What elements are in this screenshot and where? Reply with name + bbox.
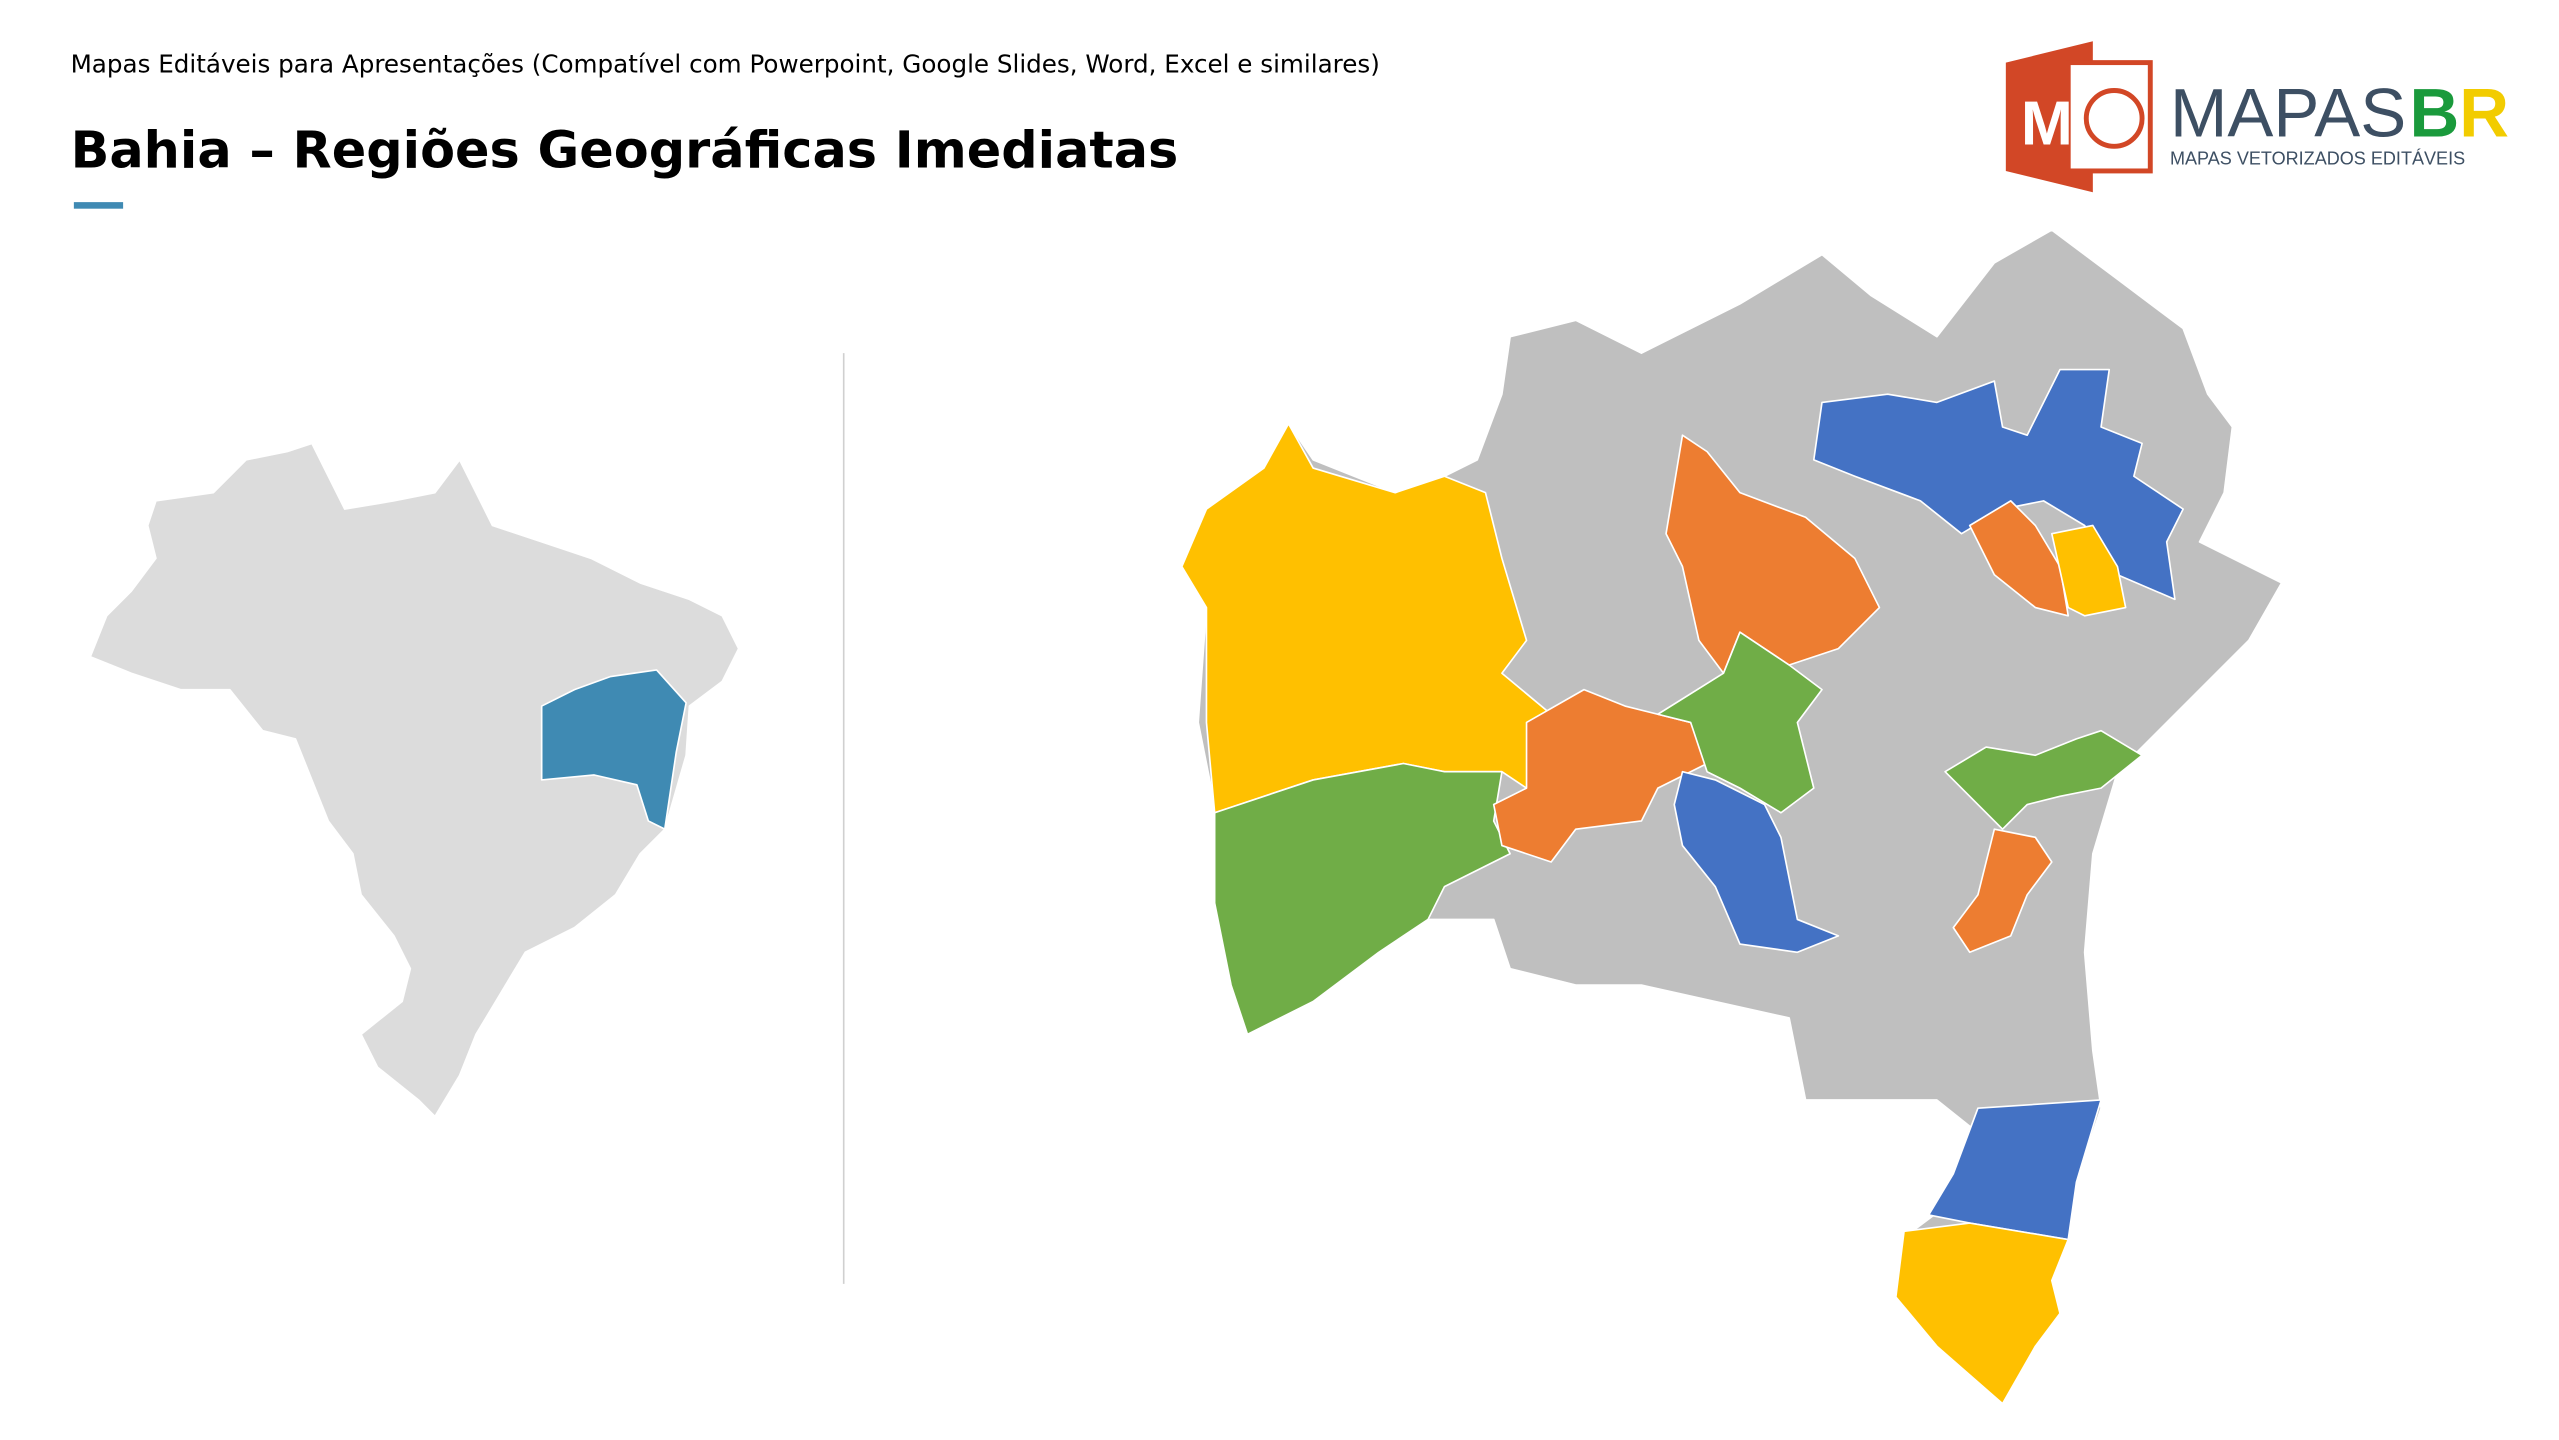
logo-brand: MAPAS xyxy=(2170,74,2406,151)
bahia-map xyxy=(1181,229,2283,1405)
subtitle: Mapas Editáveis para Apresentações (Comp… xyxy=(71,49,1380,78)
title-underline xyxy=(73,202,124,209)
region xyxy=(1657,631,1823,814)
region xyxy=(1673,770,1840,954)
logo-sheet xyxy=(2065,60,2153,174)
brazil-map xyxy=(89,442,740,1118)
logo-letter: M xyxy=(2021,90,2073,159)
title: Bahia – Regiões Geográficas Imediatas xyxy=(71,121,1179,180)
region xyxy=(1213,762,1511,1036)
region xyxy=(1492,688,1708,863)
region xyxy=(1944,729,2143,830)
bahia-highlight xyxy=(540,669,687,830)
region xyxy=(1665,434,1881,675)
region xyxy=(1895,1222,2070,1405)
logo-brand-accent: BR xyxy=(2409,74,2509,151)
logo-globe xyxy=(2083,88,2145,149)
region xyxy=(2050,524,2127,617)
region xyxy=(1812,368,2184,601)
brazil xyxy=(89,442,740,1118)
region xyxy=(1927,1099,2102,1241)
logo: M MAPAS BR MAPAS VETORIZADOS EDITÁVEIS xyxy=(2005,41,2509,193)
region xyxy=(1952,828,2053,954)
logo-tagline: MAPAS VETORIZADOS EDITÁVEIS xyxy=(2170,148,2465,168)
